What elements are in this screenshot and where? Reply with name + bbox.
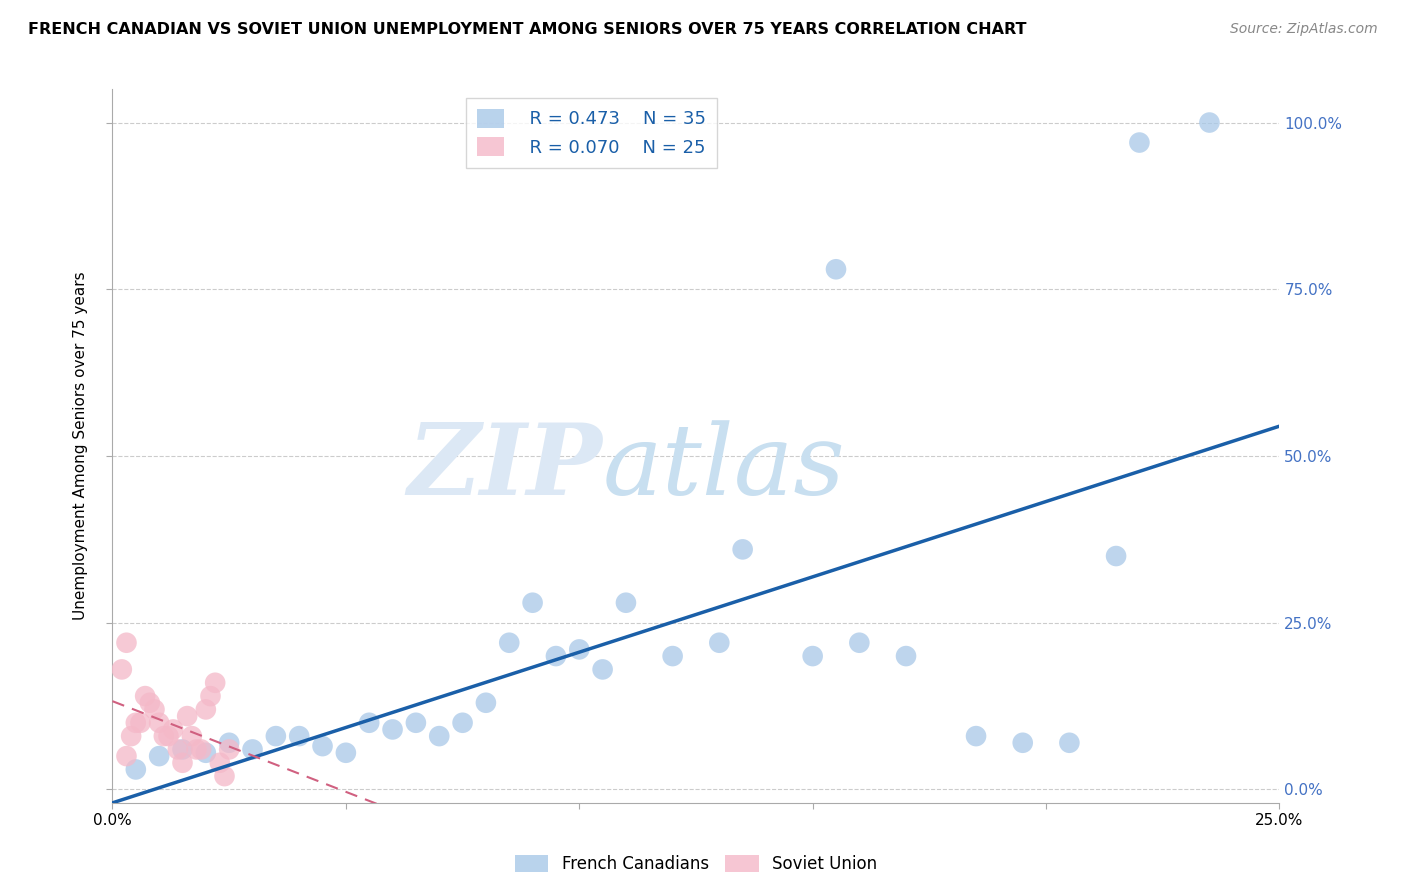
Point xyxy=(139,696,162,710)
Point xyxy=(965,729,987,743)
Y-axis label: Unemployment Among Seniors over 75 years: Unemployment Among Seniors over 75 years xyxy=(73,272,89,620)
Point xyxy=(264,729,287,743)
Point xyxy=(129,715,152,730)
Point xyxy=(204,675,226,690)
Point xyxy=(801,649,824,664)
Point xyxy=(825,262,848,277)
Point xyxy=(288,729,311,743)
Point xyxy=(200,689,222,703)
Text: Source: ZipAtlas.com: Source: ZipAtlas.com xyxy=(1230,22,1378,37)
Point xyxy=(186,742,208,756)
Point xyxy=(194,702,217,716)
Point xyxy=(172,756,194,770)
Point xyxy=(427,729,450,743)
Point xyxy=(111,662,134,676)
Point xyxy=(614,596,637,610)
Point xyxy=(148,715,170,730)
Point xyxy=(153,729,176,743)
Text: FRENCH CANADIAN VS SOVIET UNION UNEMPLOYMENT AMONG SENIORS OVER 75 YEARS CORRELA: FRENCH CANADIAN VS SOVIET UNION UNEMPLOY… xyxy=(28,22,1026,37)
Point xyxy=(162,723,184,737)
Point xyxy=(166,742,188,756)
Point xyxy=(311,739,333,753)
Point xyxy=(894,649,917,664)
Point xyxy=(592,662,614,676)
Point xyxy=(522,596,544,610)
Point xyxy=(709,636,731,650)
Point xyxy=(214,769,236,783)
Point xyxy=(125,715,148,730)
Legend: French Canadians, Soviet Union: French Canadians, Soviet Union xyxy=(508,848,884,880)
Point xyxy=(115,749,138,764)
Point xyxy=(148,749,170,764)
Point xyxy=(848,636,870,650)
Point xyxy=(359,715,381,730)
Point xyxy=(1059,736,1081,750)
Point xyxy=(498,636,520,650)
Point xyxy=(218,742,240,756)
Point xyxy=(451,715,474,730)
Point xyxy=(218,736,240,750)
Point xyxy=(115,636,138,650)
Point xyxy=(1011,736,1033,750)
Point xyxy=(731,542,754,557)
Text: atlas: atlas xyxy=(603,420,845,515)
Point xyxy=(125,763,148,777)
Point xyxy=(194,746,217,760)
Point xyxy=(208,756,231,770)
Point xyxy=(1198,115,1220,129)
Point xyxy=(190,742,212,756)
Point xyxy=(544,649,567,664)
Point xyxy=(134,689,156,703)
Point xyxy=(172,742,194,756)
Point xyxy=(176,709,198,723)
Point xyxy=(1105,549,1128,563)
Point xyxy=(157,729,180,743)
Point xyxy=(143,702,166,716)
Point xyxy=(1128,136,1150,150)
Point xyxy=(120,729,142,743)
Point xyxy=(568,642,591,657)
Point xyxy=(381,723,404,737)
Point xyxy=(475,696,498,710)
Point xyxy=(180,729,202,743)
Text: ZIP: ZIP xyxy=(408,419,603,516)
Point xyxy=(242,742,264,756)
Point xyxy=(661,649,683,664)
Point xyxy=(335,746,357,760)
Point xyxy=(405,715,427,730)
